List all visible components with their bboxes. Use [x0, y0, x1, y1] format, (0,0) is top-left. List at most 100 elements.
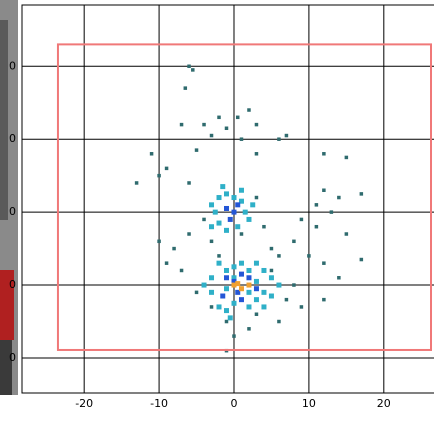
- point: [213, 210, 218, 215]
- point: [202, 123, 206, 127]
- point: [254, 286, 259, 291]
- point: [277, 137, 281, 141]
- point: [269, 275, 274, 280]
- point: [269, 294, 274, 299]
- point: [224, 308, 229, 313]
- point: [187, 232, 191, 236]
- point: [225, 320, 229, 324]
- point: [224, 191, 229, 196]
- point: [345, 156, 349, 160]
- point: [187, 65, 191, 69]
- point: [330, 210, 334, 214]
- point: [217, 261, 222, 266]
- point: [228, 217, 233, 222]
- point: [292, 283, 296, 287]
- point: [231, 210, 236, 215]
- y-tick-label: 0: [9, 351, 16, 364]
- point: [172, 247, 176, 251]
- point: [261, 304, 266, 309]
- point: [345, 232, 349, 236]
- x-tick-label: 20: [377, 397, 391, 410]
- point: [231, 264, 236, 269]
- point: [276, 283, 281, 288]
- point: [195, 291, 199, 295]
- y-tick-label: 0: [9, 59, 16, 72]
- point: [195, 148, 199, 152]
- point: [360, 258, 364, 262]
- point: [217, 221, 222, 226]
- y-tick-label: 0: [9, 205, 16, 218]
- point: [228, 315, 233, 320]
- point: [239, 297, 244, 302]
- point: [210, 305, 214, 309]
- point: [261, 290, 266, 295]
- point: [262, 225, 266, 229]
- point: [239, 272, 244, 277]
- point: [247, 108, 251, 112]
- point: [180, 123, 184, 127]
- point: [277, 254, 281, 257]
- point: [261, 268, 266, 273]
- point: [292, 240, 296, 244]
- point: [254, 297, 259, 302]
- point: [246, 217, 251, 222]
- point: [254, 279, 259, 284]
- point: [322, 298, 326, 302]
- point: [236, 116, 240, 120]
- point: [322, 188, 326, 192]
- point: [209, 224, 214, 229]
- point: [307, 254, 311, 257]
- point: [270, 269, 274, 273]
- point: [165, 167, 169, 171]
- point: [224, 206, 229, 211]
- point: [322, 152, 326, 156]
- point: [187, 181, 191, 185]
- point: [360, 192, 364, 196]
- point: [322, 261, 326, 265]
- point: [180, 269, 184, 273]
- point: [135, 181, 139, 185]
- point: [235, 224, 240, 229]
- point: [209, 275, 214, 280]
- point: [191, 68, 195, 72]
- point: [239, 188, 244, 193]
- point: [220, 184, 225, 189]
- point: [300, 305, 304, 309]
- point: [243, 210, 248, 215]
- point: [254, 261, 259, 266]
- point: [157, 174, 161, 178]
- point: [210, 134, 214, 138]
- point: [285, 134, 289, 138]
- point: [209, 290, 214, 295]
- point: [255, 152, 259, 156]
- point: [270, 247, 274, 251]
- point: [255, 123, 259, 127]
- point: [246, 275, 251, 280]
- point: [210, 240, 214, 244]
- point: [225, 127, 229, 131]
- y-tick-label: 0: [9, 132, 16, 145]
- point: [165, 261, 169, 265]
- x-tick-label: 0: [230, 397, 237, 410]
- point: [277, 320, 281, 324]
- x-tick-label: 10: [302, 397, 316, 410]
- point: [209, 202, 214, 207]
- point: [217, 254, 221, 257]
- point: [255, 312, 259, 316]
- point: [285, 298, 289, 302]
- point: [239, 261, 244, 266]
- point: [240, 137, 244, 141]
- point: [337, 196, 341, 200]
- chart: -20-100102000000: [0, 0, 434, 437]
- point: [217, 195, 222, 200]
- point: [246, 283, 251, 288]
- y-tick-label: 0: [9, 278, 16, 291]
- point: [250, 202, 255, 207]
- point: [184, 86, 188, 90]
- point: [315, 225, 319, 229]
- point: [247, 327, 251, 331]
- photo-dark: [0, 340, 12, 395]
- point: [217, 304, 222, 309]
- point: [224, 228, 229, 233]
- point: [239, 286, 244, 291]
